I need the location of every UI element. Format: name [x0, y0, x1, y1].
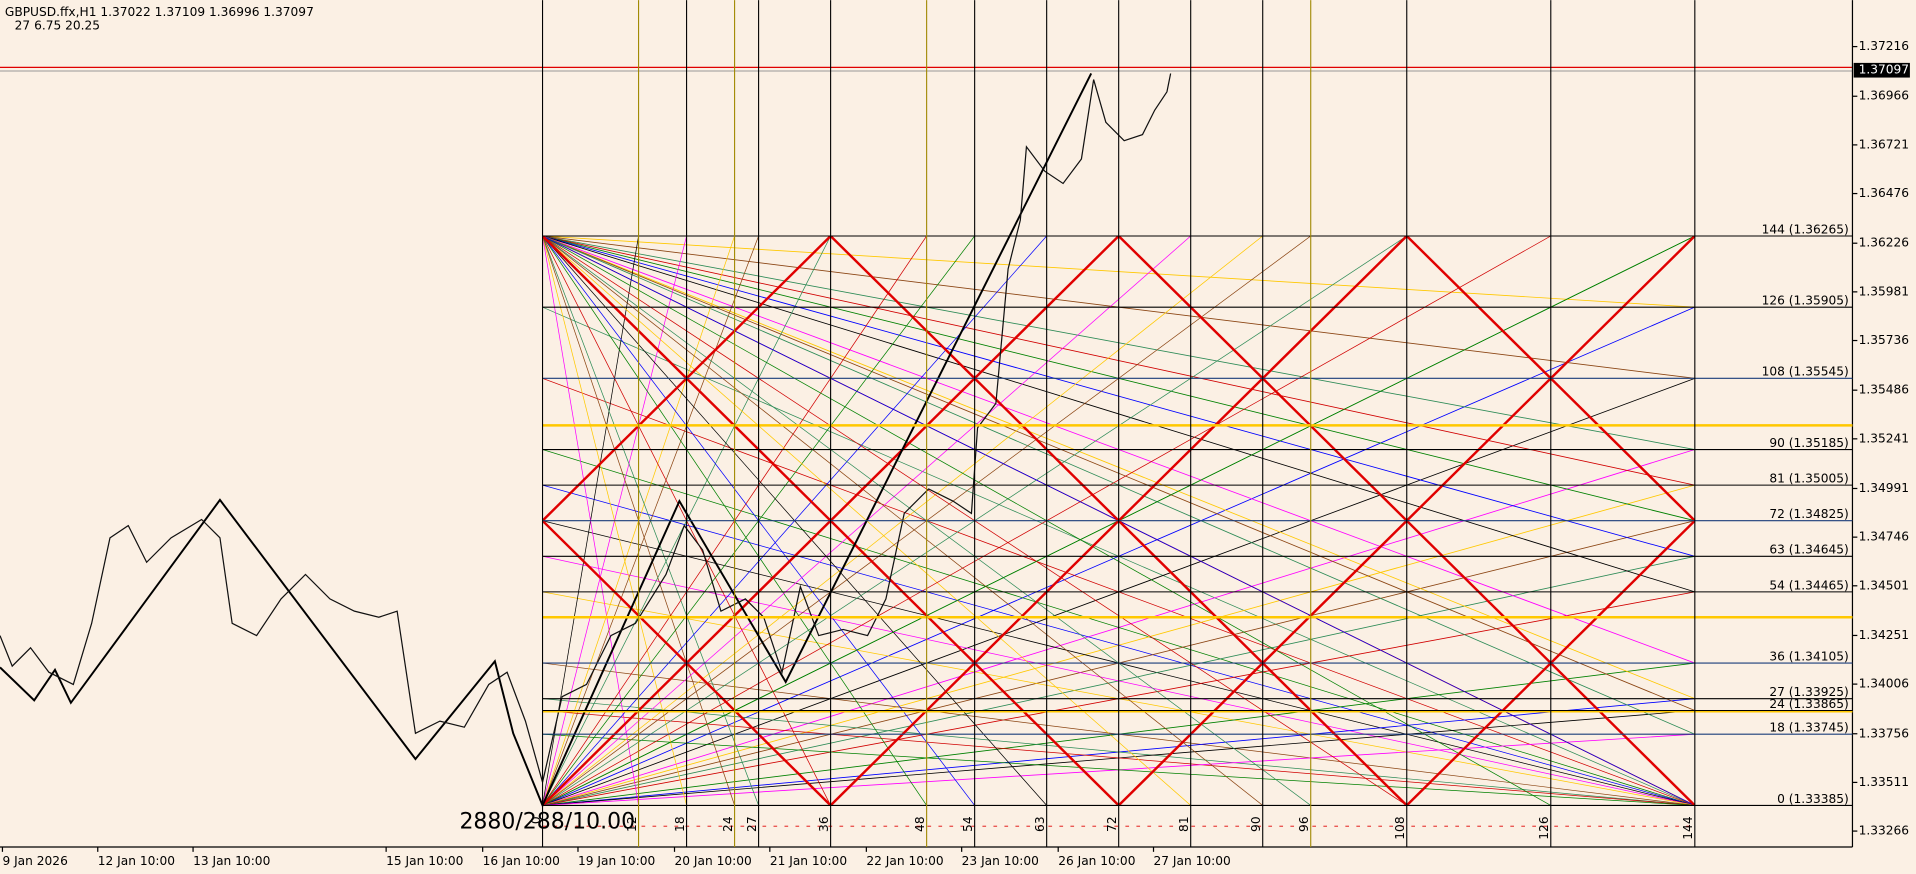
cycle-label: 18	[673, 816, 687, 832]
cycle-label: 126	[1537, 816, 1551, 839]
level-label: 24 (1.33865)	[1769, 697, 1848, 711]
price-label: 1.34006	[1859, 677, 1909, 691]
time-label: 21 Jan 10:00	[770, 854, 847, 868]
indicator-line: 27 6.75 20.25	[15, 18, 100, 32]
zigzag	[0, 73, 1093, 808]
gann-setting: 2880/288/10.00	[459, 810, 635, 835]
price-line	[0, 73, 1172, 783]
price-label: 1.33266	[1859, 824, 1909, 838]
level-label: 144 (1.36265)	[1762, 222, 1849, 236]
time-label: 23 Jan 10:00	[962, 854, 1039, 868]
price-label: 1.33511	[1859, 775, 1909, 789]
cycle-label: 90	[1249, 816, 1263, 832]
cycle-label: 12	[625, 816, 639, 832]
time-label: 20 Jan 10:00	[675, 854, 752, 868]
price-label: 1.36966	[1859, 89, 1909, 103]
price-label: 1.36721	[1859, 137, 1909, 151]
cycle-label: 27	[745, 816, 759, 832]
time-label: 26 Jan 10:00	[1058, 854, 1135, 868]
level-label: 54 (1.34465)	[1769, 578, 1848, 592]
price-axis-bg	[1852, 0, 1916, 874]
price-label: 1.36476	[1859, 186, 1909, 200]
time-label: 12 Jan 10:00	[98, 854, 175, 868]
level-label: 72 (1.34825)	[1769, 507, 1848, 521]
cycle-label: 72	[1105, 816, 1119, 832]
price-label: 1.35241	[1859, 431, 1909, 445]
cycle-label: 36	[817, 816, 831, 832]
price-label: 1.34991	[1859, 481, 1909, 495]
level-label: 0 (1.33385)	[1777, 792, 1849, 806]
time-label: 13 Jan 10:00	[193, 854, 270, 868]
time-label: 9 Jan 2026	[2, 854, 67, 868]
time-label: 27 Jan 10:00	[1154, 854, 1231, 868]
level-label: 90 (1.35185)	[1769, 436, 1848, 450]
price-label: 1.33756	[1859, 726, 1909, 740]
cycle-label: 54	[961, 816, 975, 832]
symbol-line: GBPUSD.ffx,H1 1.37022 1.37109 1.36996 1.…	[5, 5, 314, 19]
cycle-label: 63	[1033, 816, 1047, 832]
cycle-label: 0	[529, 816, 543, 824]
price-label: 1.35486	[1859, 383, 1909, 397]
level-label: 108 (1.35545)	[1762, 365, 1849, 379]
level-label: 81 (1.35005)	[1769, 472, 1848, 486]
level-label: 63 (1.34645)	[1769, 543, 1848, 557]
price-label: 1.34501	[1859, 578, 1909, 592]
level-label: 36 (1.34105)	[1769, 649, 1848, 663]
price-label: 1.37216	[1859, 39, 1909, 53]
level-label: 126 (1.35905)	[1762, 294, 1849, 308]
cycle-label: 108	[1393, 816, 1407, 839]
price-label: 1.35736	[1859, 333, 1909, 347]
cycle-label: 96	[1297, 816, 1311, 832]
price-label: 1.36226	[1859, 236, 1909, 250]
price-label: 1.34746	[1859, 530, 1909, 544]
time-label: 19 Jan 10:00	[578, 854, 655, 868]
cycle-label: 144	[1681, 816, 1695, 840]
time-axis-bg	[0, 846, 1916, 874]
level-label: 18 (1.33745)	[1769, 721, 1848, 735]
cycle-label: 48	[913, 816, 927, 832]
time-label: 16 Jan 10:00	[483, 854, 560, 868]
time-label: 15 Jan 10:00	[386, 854, 463, 868]
current-price-label: 1.37097	[1859, 63, 1909, 77]
current-price-box	[1853, 62, 1910, 78]
cycle-label: 24	[721, 816, 735, 832]
level-label: 27 (1.33925)	[1769, 685, 1848, 699]
cycle-label: 81	[1177, 816, 1191, 832]
price-label: 1.34251	[1859, 628, 1909, 642]
time-label: 22 Jan 10:00	[866, 854, 943, 868]
price-label: 1.35981	[1859, 284, 1909, 298]
red-diagonal	[1405, 235, 1695, 523]
